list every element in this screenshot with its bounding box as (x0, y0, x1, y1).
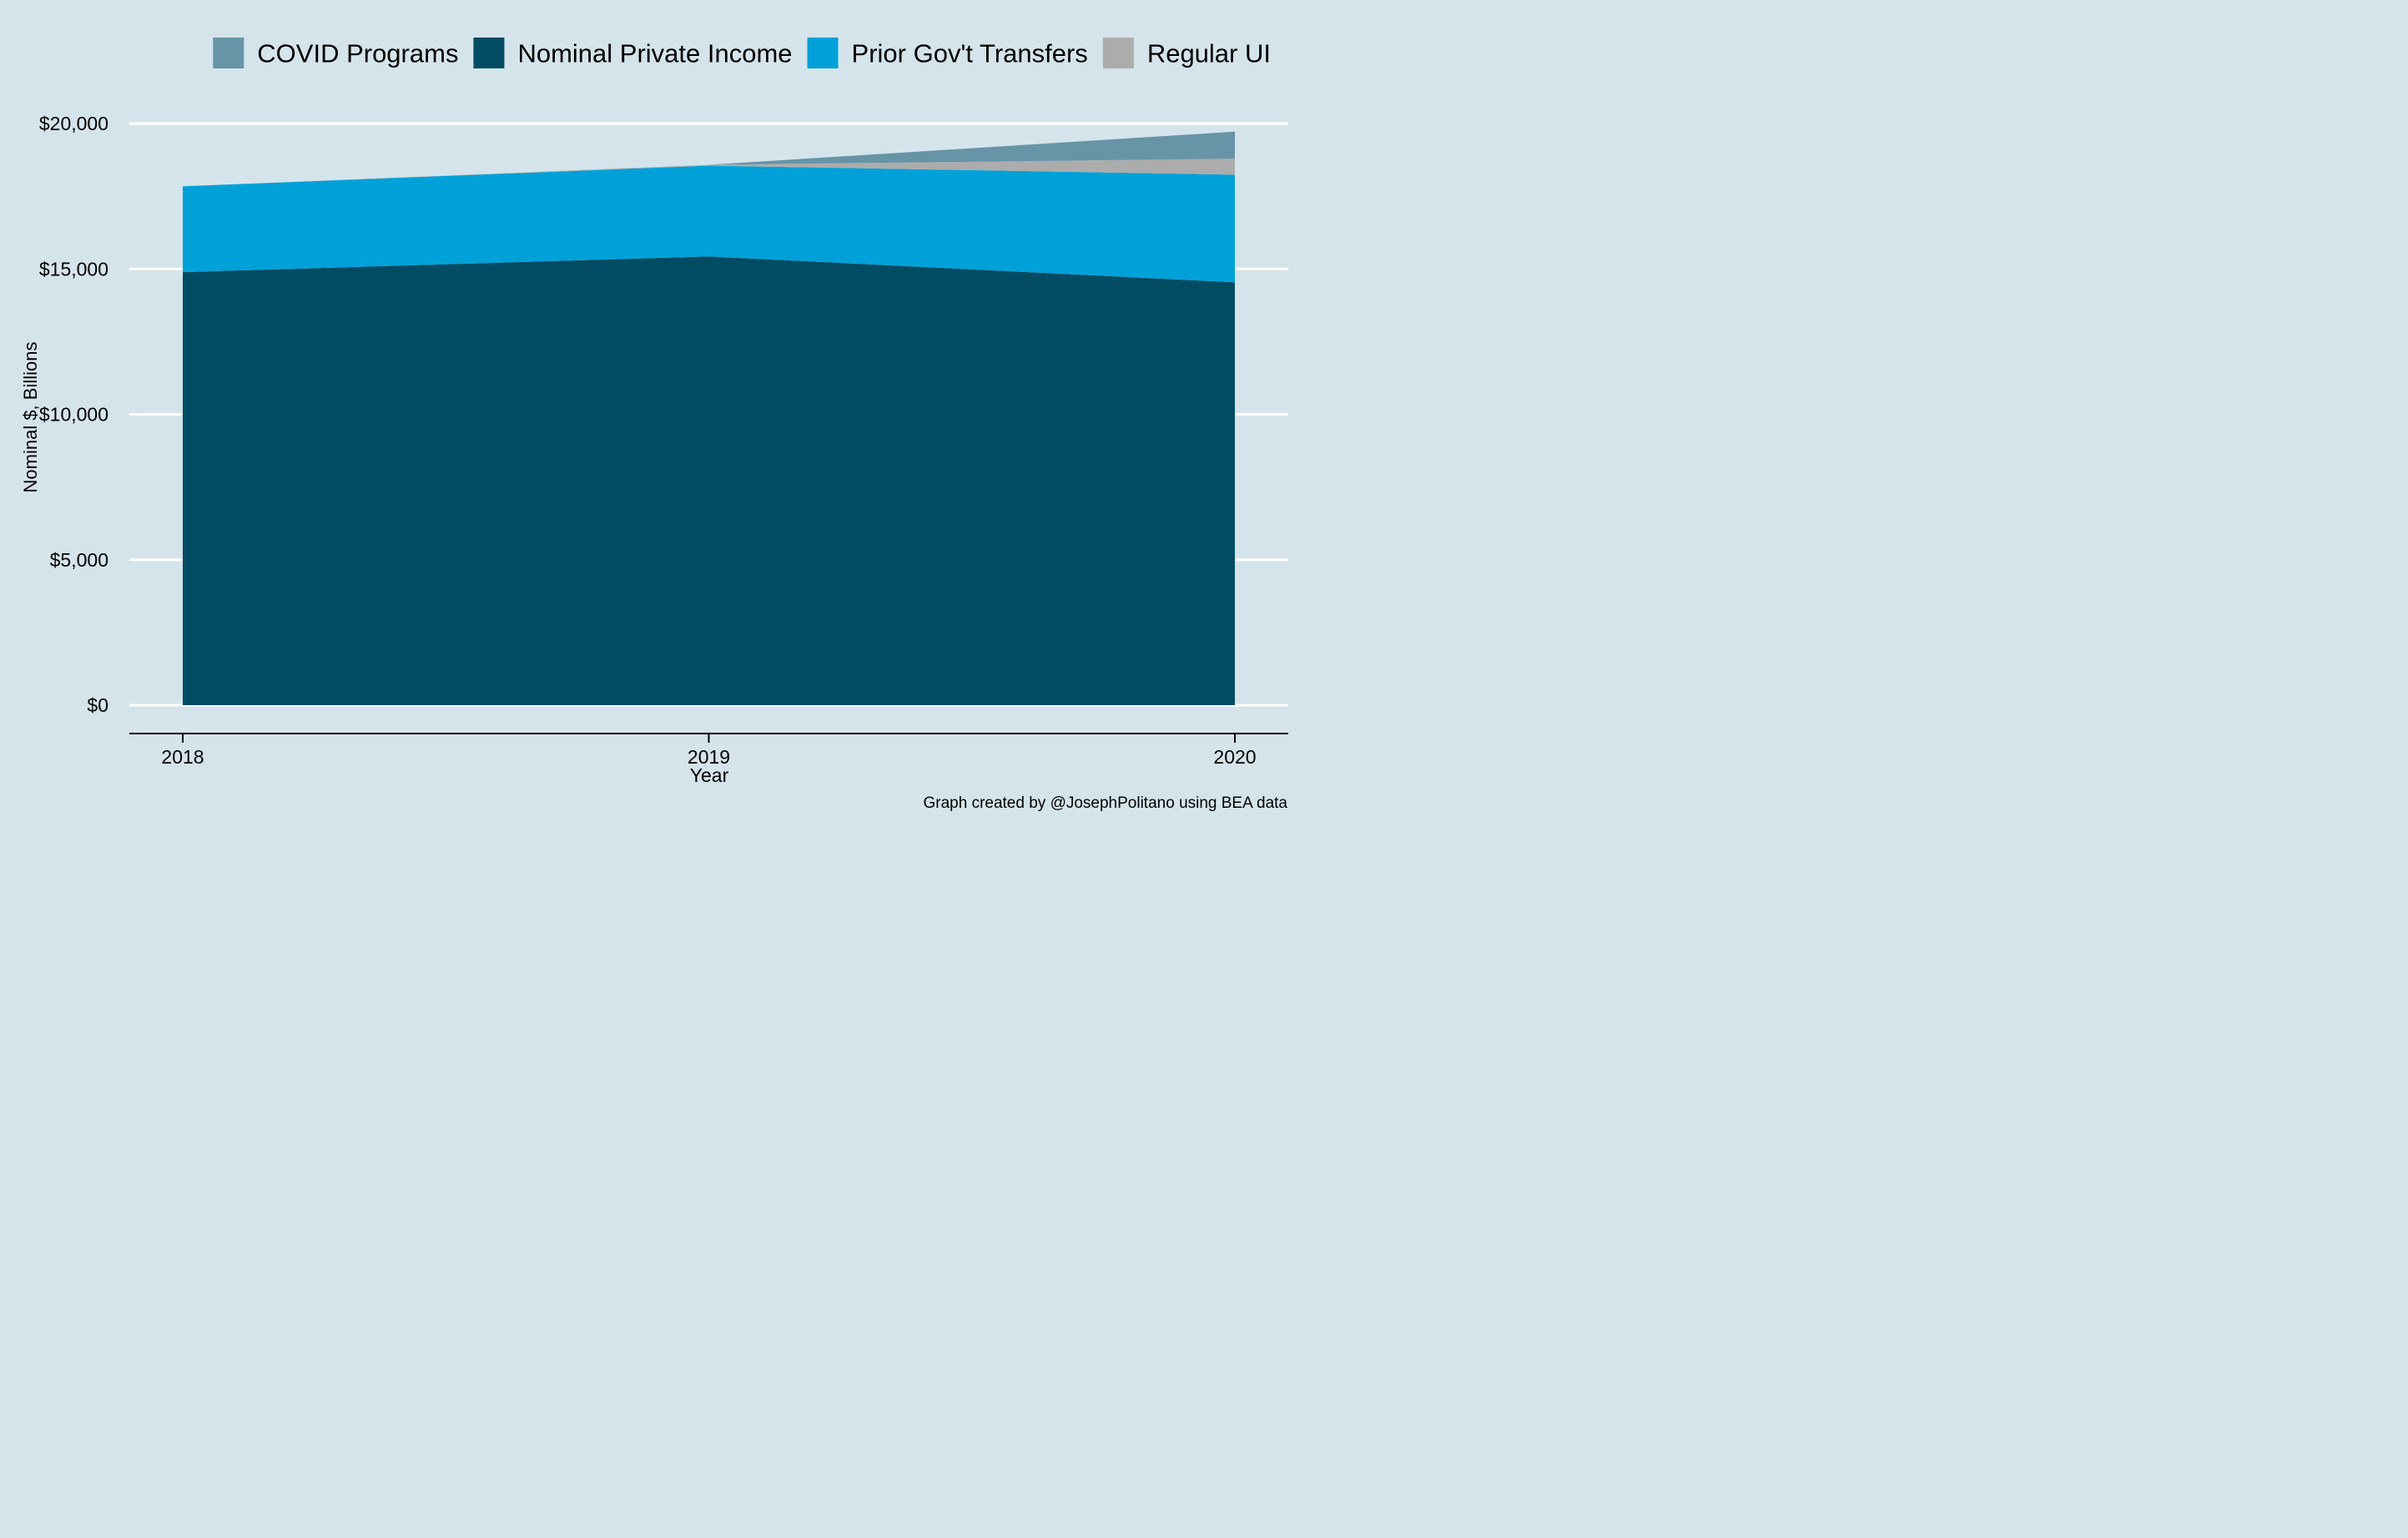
legend-label: COVID Programs (257, 39, 458, 68)
x-axis-title: Year (690, 764, 729, 786)
axes: $0 $5,000 $10,000 $15,000 $20,000 2018 2019 202… (39, 113, 1288, 768)
legend-label: Regular UI (1147, 39, 1271, 68)
x-tick-label: 2019 (688, 746, 730, 768)
legend-swatch (213, 38, 244, 68)
legend-item: Regular UI (1102, 38, 1271, 68)
chart-svg: COVID Programs Nominal Private Income Prio… (20, 38, 1288, 812)
area-nominal-private-income (183, 256, 1235, 705)
area-prior-gov-t-transfers (183, 165, 1235, 283)
legend-item: Prior Gov't Transfers (807, 38, 1088, 68)
y-tick-label: $0 (87, 694, 108, 716)
legend: COVID Programs Nominal Private Income Prio… (213, 38, 1271, 68)
legend-swatch (1102, 38, 1134, 68)
legend-label: Prior Gov't Transfers (852, 39, 1088, 68)
y-tick-label: $20,000 (39, 113, 108, 134)
y-axis-title: Nominal $, Billions (20, 342, 41, 493)
y-tick-label: $5,000 (50, 549, 108, 571)
caption: Graph created by @JosephPolitano using B… (923, 794, 1287, 812)
y-tick-label: $15,000 (39, 258, 108, 280)
legend-swatch (473, 38, 505, 68)
legend-swatch (807, 38, 839, 68)
stacked-areas (183, 131, 1235, 705)
x-tick-label: 2020 (1213, 746, 1256, 768)
x-tick-label: 2018 (161, 746, 204, 768)
legend-item: Nominal Private Income (473, 38, 793, 68)
legend-item: COVID Programs (213, 38, 458, 68)
y-tick-label: $10,000 (39, 404, 108, 426)
area-regular-ui (183, 159, 1235, 187)
legend-label: Nominal Private Income (517, 39, 792, 68)
area-covid-programs (183, 131, 1235, 187)
chart-container: COVID Programs Nominal Private Income Prio… (0, 0, 1308, 835)
